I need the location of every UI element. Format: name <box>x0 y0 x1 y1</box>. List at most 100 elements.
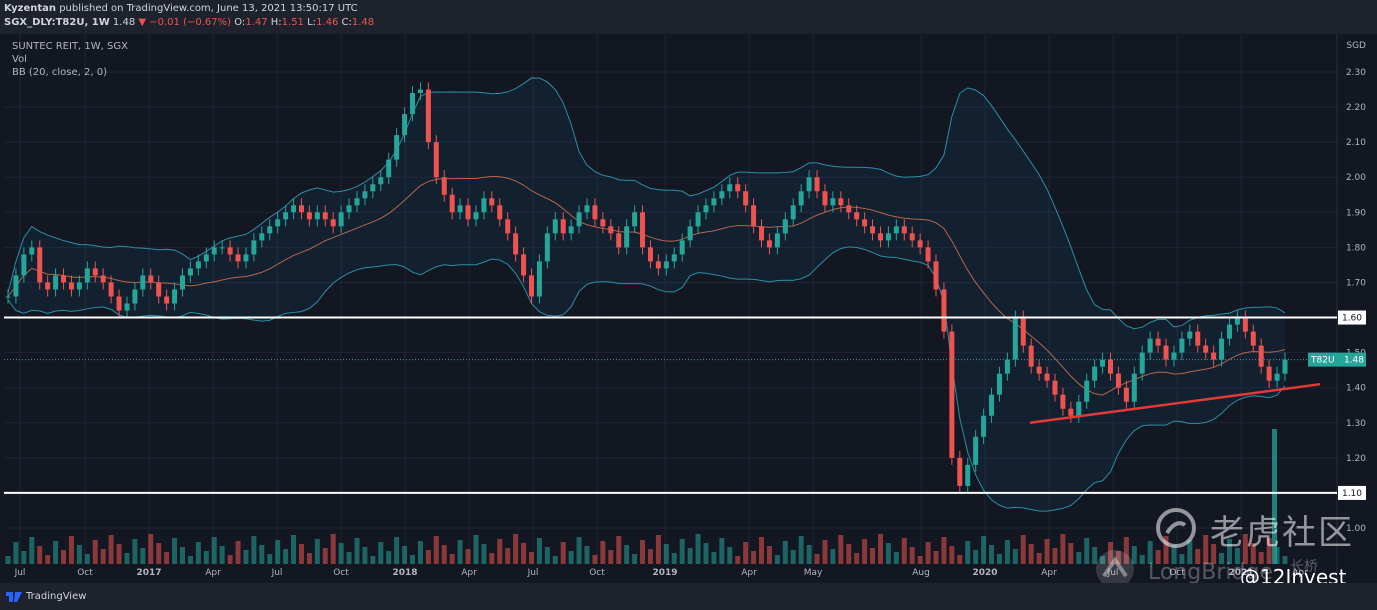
candle <box>576 212 582 227</box>
y-tick-label: 2.00 <box>1346 173 1366 183</box>
candle <box>1044 373 1050 381</box>
candle <box>663 261 669 269</box>
volume-bar <box>973 550 979 564</box>
candle <box>973 436 979 465</box>
volume-bar <box>1139 555 1145 564</box>
volume-bar <box>156 543 162 564</box>
volume-bar <box>774 555 780 564</box>
volume-bar <box>457 540 463 564</box>
candle <box>822 191 828 206</box>
candle <box>13 275 19 297</box>
volume-bar <box>45 555 51 564</box>
open-label: O: <box>234 17 246 28</box>
candle <box>933 261 939 290</box>
candle <box>1036 366 1042 374</box>
volume-bar <box>1242 534 1248 564</box>
volume-bar <box>338 543 344 564</box>
volume-bar <box>29 537 35 564</box>
volume-bar <box>1195 549 1201 564</box>
candle <box>61 275 67 283</box>
support-trendline <box>1029 382 1321 425</box>
volume-bar <box>568 551 574 564</box>
volume-bar <box>37 546 43 564</box>
volume-bar <box>1131 546 1137 564</box>
volume-bar <box>513 534 519 564</box>
legend-bollinger: BB (20, close, 2, 0) <box>12 67 107 78</box>
volume-bar <box>862 539 868 564</box>
candle <box>425 89 431 143</box>
watermark-en: LongBridge <box>1148 560 1273 585</box>
volume-bar <box>830 549 836 564</box>
volume-bar <box>1076 552 1082 564</box>
volume-bar <box>68 536 74 564</box>
candle <box>291 205 297 213</box>
tradingview-brand[interactable]: TradingView <box>6 591 86 602</box>
candle <box>743 191 749 206</box>
volume-bar <box>132 539 138 564</box>
x-tick-label: Jul <box>1107 568 1119 578</box>
x-tick-label: Oct <box>589 568 605 578</box>
candle <box>996 373 1002 395</box>
candle <box>1179 338 1185 353</box>
candle <box>766 240 772 248</box>
price-chart[interactable]: SGD2.302.202.102.001.901.801.701.601.501… <box>0 34 1377 583</box>
candle <box>449 194 455 213</box>
candle <box>314 212 320 220</box>
volume-bar <box>989 545 995 564</box>
level-tag <box>1338 310 1366 325</box>
candle <box>1155 338 1161 346</box>
top-info-bar: Kyzentan published on TradingView.com, J… <box>0 0 1377 34</box>
volume-bar <box>1282 556 1288 564</box>
candle <box>909 233 915 241</box>
volume-bar <box>164 552 170 564</box>
candle <box>1052 380 1058 395</box>
volume-bar <box>877 534 883 564</box>
bollinger-upper <box>7 77 1286 330</box>
candle <box>505 219 511 234</box>
x-tick-label: 2018 <box>392 568 417 578</box>
candle <box>346 205 352 213</box>
candle <box>719 191 725 199</box>
candle <box>497 205 503 220</box>
volume-bar <box>1004 540 1010 564</box>
x-tick-label: Apr <box>205 568 221 578</box>
close-value: 1.48 <box>351 17 375 28</box>
volume-bar <box>275 540 281 564</box>
candle <box>29 247 35 255</box>
y-tick-label: 1.70 <box>1346 278 1366 288</box>
candle <box>378 177 384 185</box>
y-tick-label: 1.20 <box>1346 454 1366 464</box>
candle <box>172 289 178 304</box>
volume-bar <box>655 535 661 564</box>
candle <box>759 226 765 241</box>
candle <box>957 457 963 486</box>
candle <box>1020 317 1026 346</box>
candle <box>441 177 447 195</box>
candle <box>370 184 376 192</box>
volume-bar <box>322 548 328 564</box>
volume-bar <box>917 556 923 564</box>
volume-bar <box>632 554 638 564</box>
candle <box>1258 345 1264 367</box>
symbol-label: SGX_DLY:T82U, 1W <box>4 17 110 28</box>
candle <box>671 254 677 262</box>
volume-bar <box>219 546 225 564</box>
author-name[interactable]: Kyzentan <box>4 3 56 14</box>
volume-bar <box>378 542 384 564</box>
volume-bar <box>663 544 669 564</box>
bottom-bar: TradingView <box>0 583 1377 610</box>
candle <box>156 282 162 297</box>
volume-bar <box>330 534 336 564</box>
change-value: −0.01 (−0.67%) <box>149 17 232 28</box>
volume-bar <box>838 535 844 564</box>
ohlc-row: SGX_DLY:T82U, 1W 1.48 ▼ −0.01 (−0.67%) O… <box>4 17 374 28</box>
volume-bar <box>100 549 106 564</box>
volume-bar <box>933 551 939 564</box>
volume-bar <box>465 549 471 564</box>
volume-bar <box>298 544 304 564</box>
volume-bar <box>306 553 312 564</box>
volume-bar <box>949 546 955 564</box>
candle <box>235 254 241 262</box>
candle <box>965 464 971 486</box>
close-label: C: <box>341 17 352 28</box>
